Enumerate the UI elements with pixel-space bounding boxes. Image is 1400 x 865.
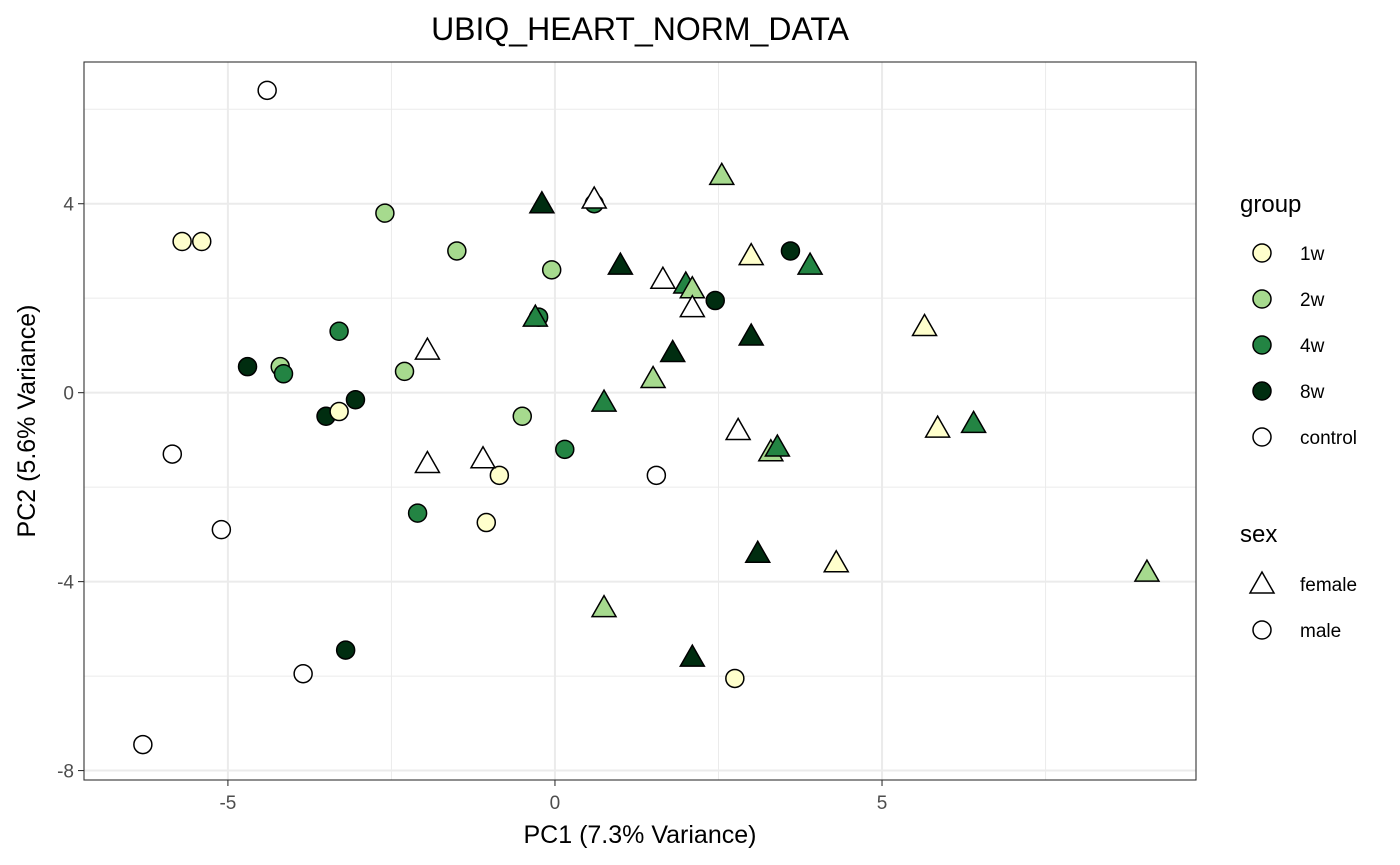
point-female-2w — [1133, 558, 1161, 582]
legend-label-male: male — [1300, 621, 1341, 642]
point-female-1w — [911, 313, 938, 337]
point-female-2w — [590, 594, 618, 618]
x-tick-label: 5 — [877, 793, 888, 814]
y-tick-label: 4 — [63, 195, 74, 216]
legend-group: group 1w 2w 4w 8w control — [1240, 191, 1357, 449]
legend-label-4w: 4w — [1300, 336, 1325, 357]
legend-key-female — [1248, 570, 1276, 594]
legend-label-2w: 2w — [1300, 290, 1325, 311]
x-tick-label: -5 — [219, 793, 236, 814]
point-male-1w — [329, 401, 349, 422]
legend-key-2w — [1252, 289, 1272, 309]
point-male-2w — [375, 203, 395, 223]
point-female-8w — [528, 190, 556, 214]
y-tick-label: 0 — [63, 384, 74, 405]
point-male-control — [133, 734, 153, 755]
point-female-8w — [607, 251, 634, 275]
legend-sex-title: sex — [1240, 521, 1277, 548]
x-axis-title: PC1 (7.3% Variance) — [524, 821, 757, 849]
point-female-2w — [639, 364, 667, 389]
grid — [84, 62, 1196, 780]
point-male-8w — [237, 356, 258, 377]
point-male-8w — [335, 640, 356, 660]
y-axis-title: PC2 (5.6% Variance) — [13, 305, 41, 538]
point-female-1w — [822, 549, 850, 573]
point-male-4w — [329, 321, 349, 341]
legend-label-control: control — [1300, 428, 1357, 449]
point-male-1w — [725, 668, 745, 689]
legend-key-8w — [1252, 381, 1272, 401]
point-female-2w — [708, 161, 736, 186]
point-male-2w — [447, 241, 467, 261]
point-male-2w — [512, 406, 533, 427]
point-male-2w — [541, 260, 562, 280]
y-tick-label: -4 — [57, 573, 74, 594]
point-male-1w — [191, 231, 212, 252]
point-female-control — [679, 294, 706, 318]
point-female-4w — [960, 409, 987, 434]
point-male-8w — [345, 389, 366, 410]
point-female-control — [724, 416, 752, 441]
legend-label-1w: 1w — [1300, 244, 1325, 265]
point-male-8w — [780, 241, 801, 261]
legend-sex: sex female male — [1240, 521, 1357, 642]
point-male-control — [211, 519, 232, 540]
point-male-4w — [407, 503, 428, 523]
point-female-4w — [764, 433, 791, 457]
point-male-control — [257, 80, 277, 101]
point-male-control — [293, 663, 313, 684]
point-male-4w — [555, 439, 575, 460]
x-tick-label: 0 — [550, 793, 561, 814]
point-female-8w — [737, 322, 765, 346]
point-male-control — [162, 444, 183, 464]
x-axis: -5 0 5 — [219, 780, 887, 814]
legend-key-male — [1252, 620, 1272, 640]
point-male-1w — [489, 465, 510, 486]
point-female-8w — [744, 539, 772, 564]
y-tick-label: -8 — [57, 762, 74, 783]
legend-label-female: female — [1300, 575, 1357, 596]
point-female-control — [414, 336, 441, 360]
point-female-4w — [796, 251, 824, 275]
data-points — [133, 80, 1161, 755]
point-male-control — [646, 465, 667, 486]
legend-key-1w — [1252, 243, 1272, 263]
legend-group-title: group — [1240, 191, 1301, 218]
legend-key-4w — [1252, 335, 1272, 355]
point-female-8w — [679, 643, 706, 667]
legend-label-8w: 8w — [1300, 382, 1325, 403]
point-male-1w — [476, 512, 497, 533]
point-female-control — [580, 185, 608, 209]
legend-key-control — [1252, 427, 1272, 447]
point-female-control — [469, 445, 497, 469]
point-male-8w — [705, 290, 725, 311]
point-female-1w — [924, 414, 951, 438]
point-male-1w — [172, 231, 192, 252]
y-axis: -8 -4 0 4 — [57, 195, 84, 783]
point-female-4w — [522, 303, 549, 327]
point-male-4w — [273, 364, 294, 384]
point-female-1w — [737, 242, 765, 266]
point-female-control — [649, 265, 677, 290]
point-female-8w — [659, 338, 686, 363]
chart-title: UBIQ_HEART_NORM_DATA — [431, 11, 850, 47]
plot-panel-border — [83, 61, 1197, 781]
point-male-2w — [394, 361, 415, 382]
point-female-control — [414, 450, 441, 474]
point-female-4w — [590, 388, 618, 412]
